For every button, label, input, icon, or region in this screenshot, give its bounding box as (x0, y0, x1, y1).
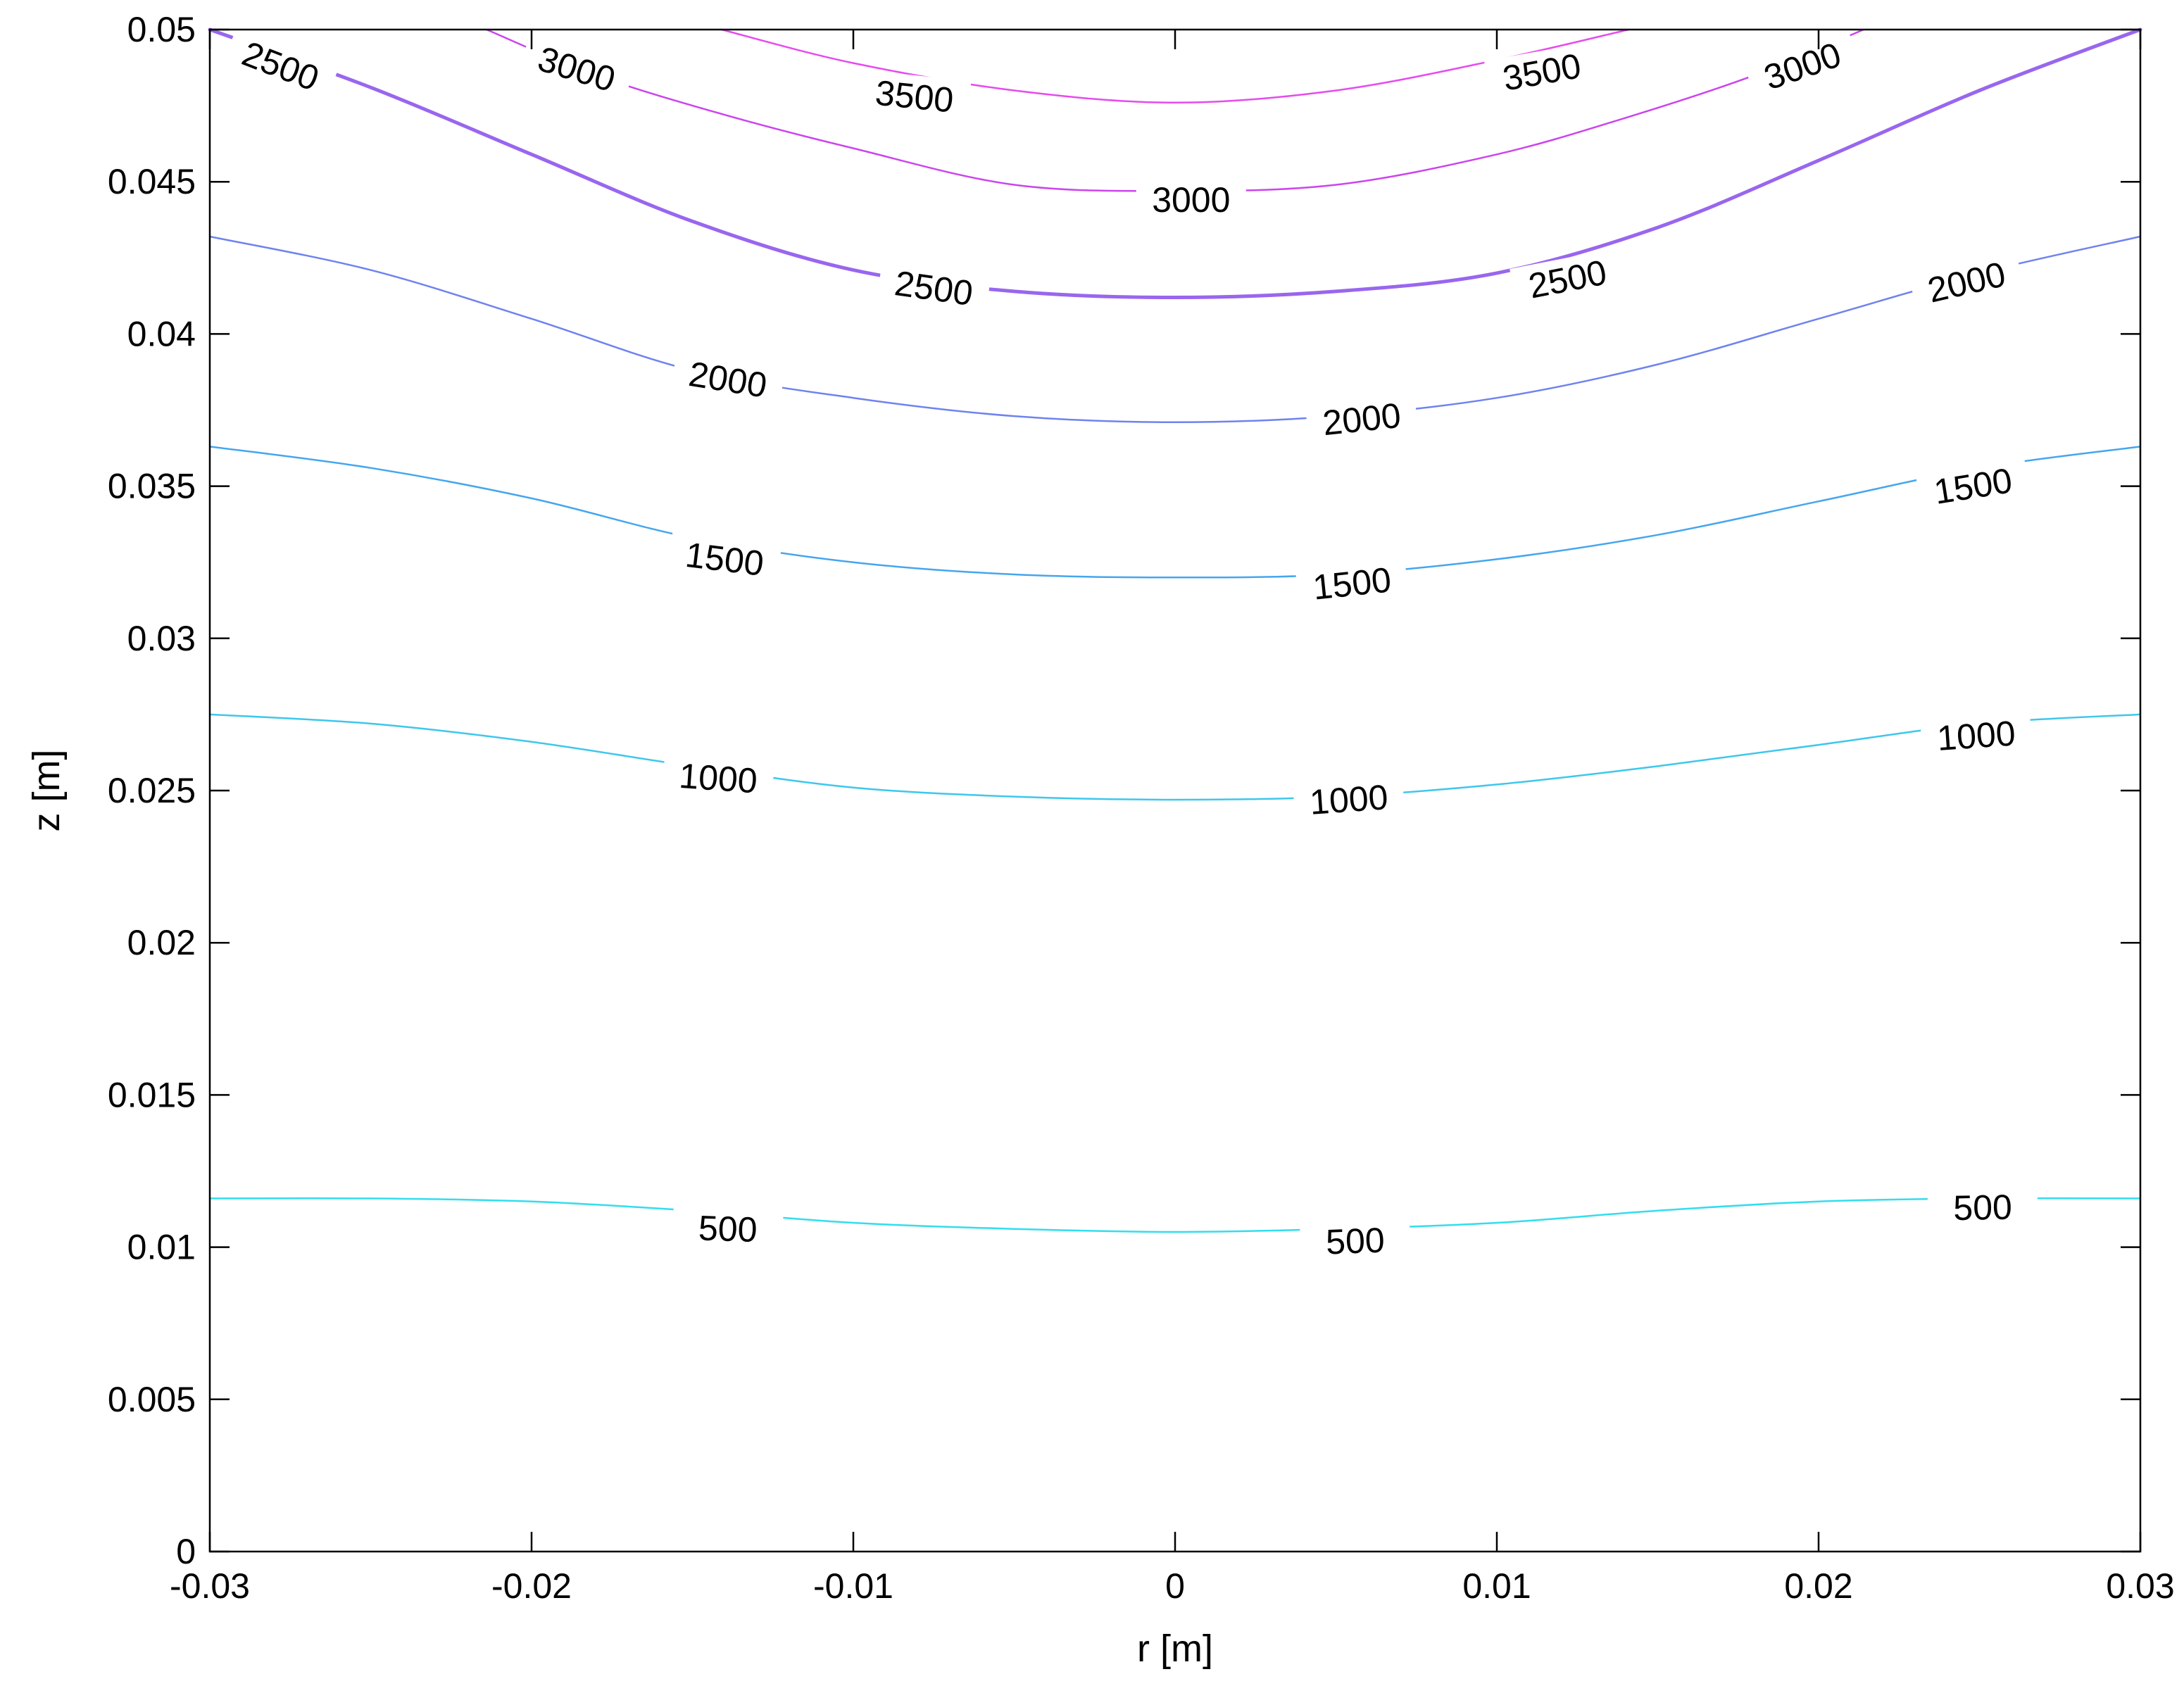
contour-label-group: 1500 (667, 531, 782, 587)
contour-label-group: 1000 (1919, 710, 2033, 761)
contour-label-background (1919, 710, 2033, 761)
y-tick-label: 0.015 (108, 1075, 196, 1114)
contour-label-2000: 2000 (1321, 396, 1402, 443)
contour-label-background (1305, 392, 1419, 446)
contour-label-1000: 1000 (678, 756, 759, 801)
axis-ticks (208, 28, 2142, 1553)
x-tick-label: -0.03 (170, 1566, 250, 1606)
y-tick-label: 0.035 (108, 467, 196, 506)
contour-label-1500: 1500 (684, 535, 766, 584)
contour-label-background (670, 350, 786, 410)
contour-label-1000: 1000 (1308, 777, 1389, 822)
contour-line-500 (208, 1197, 2142, 1233)
contour-label-group: 2000 (1305, 392, 1419, 446)
contour-label-1000: 1000 (1935, 713, 2016, 758)
y-tick-label: 0.01 (127, 1228, 196, 1267)
contour-label-background (1136, 179, 1246, 222)
contour-label-background (858, 70, 972, 124)
contour-label-background (876, 259, 991, 317)
contour-label-group: 500 (1927, 1185, 2038, 1230)
x-tick-label: 0.03 (2106, 1566, 2174, 1606)
plot-area (210, 30, 2140, 1552)
x-axis-label: r [m] (1137, 1628, 1213, 1670)
contour-label-background (662, 753, 775, 804)
y-tick-label: 0.025 (108, 771, 196, 810)
contour-label-group: 3500 (858, 70, 972, 124)
contour-label-background (667, 531, 782, 587)
x-tick-label: 0 (1165, 1566, 1185, 1606)
y-tick-label: 0.04 (127, 314, 196, 353)
y-tick-label: 0.005 (108, 1380, 196, 1419)
contour-label-background (1510, 248, 1626, 310)
contour-label-background (1295, 557, 1410, 610)
contour-label-group: 1000 (662, 753, 775, 804)
contour-label-background (1483, 42, 1600, 103)
contour-label-500: 500 (1325, 1221, 1385, 1262)
contour-label-group: 1000 (1292, 774, 1405, 825)
contour-label-group: 500 (672, 1205, 784, 1252)
contour-label-background (1927, 1185, 2038, 1230)
contour-line-1500 (208, 446, 2142, 579)
y-tick-label: 0.05 (127, 10, 196, 49)
contour-label-group: 2000 (670, 350, 786, 410)
x-tick-label: -0.02 (491, 1566, 572, 1606)
y-tick-label: 0.045 (108, 162, 196, 201)
contour-label-background (221, 26, 340, 106)
contour-label-group: 1500 (1295, 557, 1410, 610)
contour-label-500: 500 (1953, 1188, 2012, 1228)
contour-label-background (672, 1205, 784, 1252)
contour-label-background (1908, 249, 2025, 315)
contour-line-2500 (208, 27, 2142, 299)
contour-label-1500: 1500 (1311, 560, 1393, 607)
contour-label-background (1743, 28, 1862, 104)
contour-label-group: 500 (1299, 1218, 1411, 1264)
contour-line-1000 (208, 713, 2142, 801)
contour-label-group: 3000 (1136, 179, 1246, 222)
y-axis-label: z [m] (25, 750, 68, 832)
contour-label-group: 2500 (876, 259, 991, 317)
x-tick-label: -0.01 (813, 1566, 893, 1606)
y-tick-label: 0.02 (127, 923, 196, 962)
x-tick-label: 0.01 (1462, 1566, 1531, 1606)
y-tick-label: 0.03 (127, 619, 196, 658)
contour-label-500: 500 (698, 1208, 758, 1250)
contour-label-background (1292, 774, 1405, 825)
x-tick-label: 0.02 (1784, 1566, 1852, 1606)
contour-line-2000 (208, 235, 2142, 424)
y-tick-label: 0 (176, 1532, 196, 1571)
contour-label-3000: 3000 (1152, 180, 1230, 220)
axis-tick-labels: -0.03 -0.02 -0.01 0 0.01 0.02 0.03 0 0.005 0.01 0.… (108, 10, 2175, 1606)
contour-label-background (1915, 456, 2031, 516)
contour-label-background (1299, 1218, 1411, 1264)
contour-label-background (517, 32, 636, 106)
contour-label-3500: 3500 (874, 73, 955, 120)
